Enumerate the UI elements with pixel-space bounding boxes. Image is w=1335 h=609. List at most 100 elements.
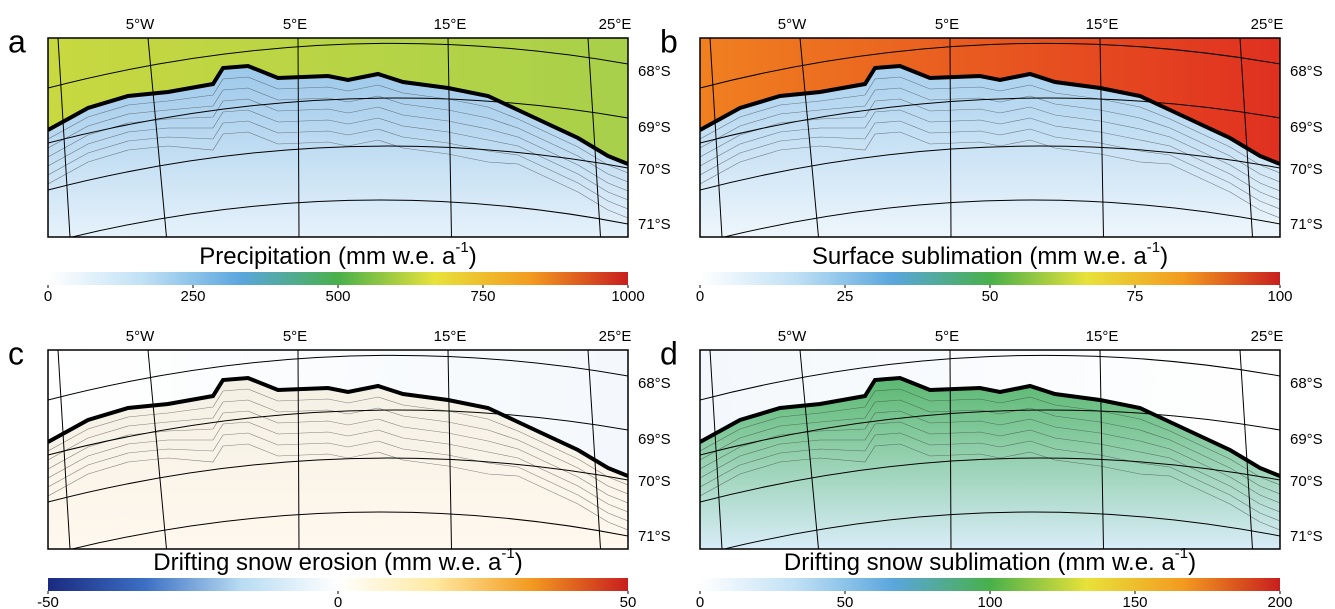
- colorbar-tick-label: 200: [1267, 594, 1292, 609]
- graticule-meridian: [709, 350, 723, 549]
- graticule-parallel: [69, 199, 628, 237]
- graticule-parallel: [700, 145, 1280, 191]
- longitude-label: 5°E: [935, 328, 959, 345]
- graticule-parallel: [721, 199, 1280, 237]
- graticule-parallel: [700, 97, 1280, 144]
- colorbar-title: Surface sublimation (mm w.e. a-1): [812, 239, 1168, 270]
- graticule-parallel: [700, 457, 1280, 503]
- colorbar-tick-label: 50: [982, 288, 999, 305]
- map-panel: c 5°W 5°E 15°E 25°E 68°S 69°S 70°S 71°S Drifting …: [8, 328, 671, 609]
- graticule-parallel: [48, 457, 628, 503]
- ice-sheet-field: [48, 378, 628, 549]
- colorbar-tick-label: 100: [1267, 288, 1292, 305]
- contour: [48, 131, 628, 219]
- latitude-label: 71°S: [638, 216, 671, 233]
- colorbar-tick-label: 1000: [611, 288, 644, 305]
- colorbar-tick-label: 25: [837, 288, 854, 305]
- colorbar-title: Precipitation (mm w.e. a-1): [199, 239, 476, 270]
- graticule-parallel: [700, 409, 1280, 456]
- contour: [700, 98, 1280, 192]
- colorbar-tick-label: 0: [696, 288, 704, 305]
- latitude-label: 68°S: [638, 63, 671, 80]
- contour: [48, 98, 628, 192]
- longitude-label: 5°W: [778, 328, 807, 345]
- graticule-parallel: [48, 409, 628, 456]
- colorbar-tick-label: 150: [1122, 594, 1147, 609]
- colorbar: [700, 578, 1280, 591]
- graticule-meridian: [709, 38, 723, 237]
- contour: [48, 443, 628, 531]
- graticule-meridian: [949, 38, 952, 237]
- longitude-label: 5°E: [935, 16, 959, 33]
- colorbar-title: Drifting snow erosion (mm w.e. a-1): [153, 545, 522, 576]
- colorbar-tick-label: 750: [470, 288, 495, 305]
- contour: [700, 388, 1280, 486]
- panel-letter: a: [8, 23, 26, 59]
- latitude-label: 70°S: [638, 473, 671, 490]
- longitude-label: 5°E: [283, 328, 307, 345]
- colorbar-tick-label: 0: [334, 594, 342, 609]
- contour: [700, 131, 1280, 219]
- longitude-label: 25°E: [1251, 328, 1284, 345]
- graticule-meridian: [799, 38, 819, 237]
- longitude-label: 15°E: [434, 16, 467, 33]
- colorbar: [48, 578, 628, 591]
- contour: [700, 410, 1280, 504]
- graticule-meridian: [587, 350, 601, 549]
- latitude-label: 69°S: [1290, 431, 1323, 448]
- graticule-meridian: [1099, 350, 1104, 549]
- longitude-label: 5°W: [126, 16, 155, 33]
- contour: [48, 399, 628, 495]
- contour: [700, 399, 1280, 495]
- coastline: [700, 375, 1280, 478]
- contour: [48, 410, 628, 504]
- graticule-meridian: [147, 350, 167, 549]
- graticule-meridian: [1239, 350, 1253, 549]
- map-frame: [47, 37, 629, 238]
- contour: [48, 87, 628, 183]
- longitude-label: 5°W: [778, 16, 807, 33]
- colorbar-tick-label: 50: [837, 594, 854, 609]
- ice-sheet-field: [48, 66, 628, 237]
- ice-sheet-field: [700, 378, 1280, 549]
- graticule-meridian: [1099, 38, 1104, 237]
- longitude-label: 5°E: [283, 16, 307, 33]
- contour: [48, 388, 628, 486]
- colorbar-tick-label: 250: [180, 288, 205, 305]
- graticule-parallel: [700, 42, 1280, 89]
- contour: [700, 432, 1280, 522]
- colorbar: [48, 272, 628, 285]
- panel-letter: c: [8, 335, 24, 371]
- latitude-label: 71°S: [638, 528, 671, 545]
- coastline: [48, 63, 628, 166]
- contour: [48, 109, 628, 201]
- latitude-label: 70°S: [1290, 161, 1323, 178]
- graticule-meridian: [949, 350, 952, 549]
- map-frame: [47, 349, 629, 550]
- ice-sheet-field: [700, 66, 1280, 237]
- longitude-label: 15°E: [1086, 328, 1119, 345]
- graticule-meridian: [1239, 38, 1253, 237]
- latitude-label: 71°S: [1290, 528, 1323, 545]
- graticule-meridian: [297, 38, 300, 237]
- latitude-label: 68°S: [1290, 63, 1323, 80]
- graticule-meridian: [799, 350, 819, 549]
- latitude-label: 68°S: [1290, 375, 1323, 392]
- latitude-label: 71°S: [1290, 216, 1323, 233]
- graticule-parallel: [721, 511, 1280, 549]
- latitude-label: 69°S: [638, 119, 671, 136]
- longitude-label: 25°E: [599, 16, 632, 33]
- colorbar-tick-label: 50: [620, 594, 637, 609]
- contour: [700, 76, 1280, 174]
- longitude-label: 5°W: [126, 328, 155, 345]
- coastline: [48, 375, 628, 478]
- graticule-meridian: [447, 38, 452, 237]
- map-panel: b 5°W 5°E 15°E 25°E 68°S 69°S 70°S 71°S Surface s…: [660, 16, 1323, 305]
- graticule-parallel: [48, 354, 628, 401]
- colorbar-tick-label: 100: [977, 594, 1002, 609]
- contour: [700, 421, 1280, 513]
- colorbar-tick-label: 0: [44, 288, 52, 305]
- colorbar-title: Drifting snow sublimation (mm w.e. a-1): [784, 545, 1196, 576]
- contour: [48, 76, 628, 174]
